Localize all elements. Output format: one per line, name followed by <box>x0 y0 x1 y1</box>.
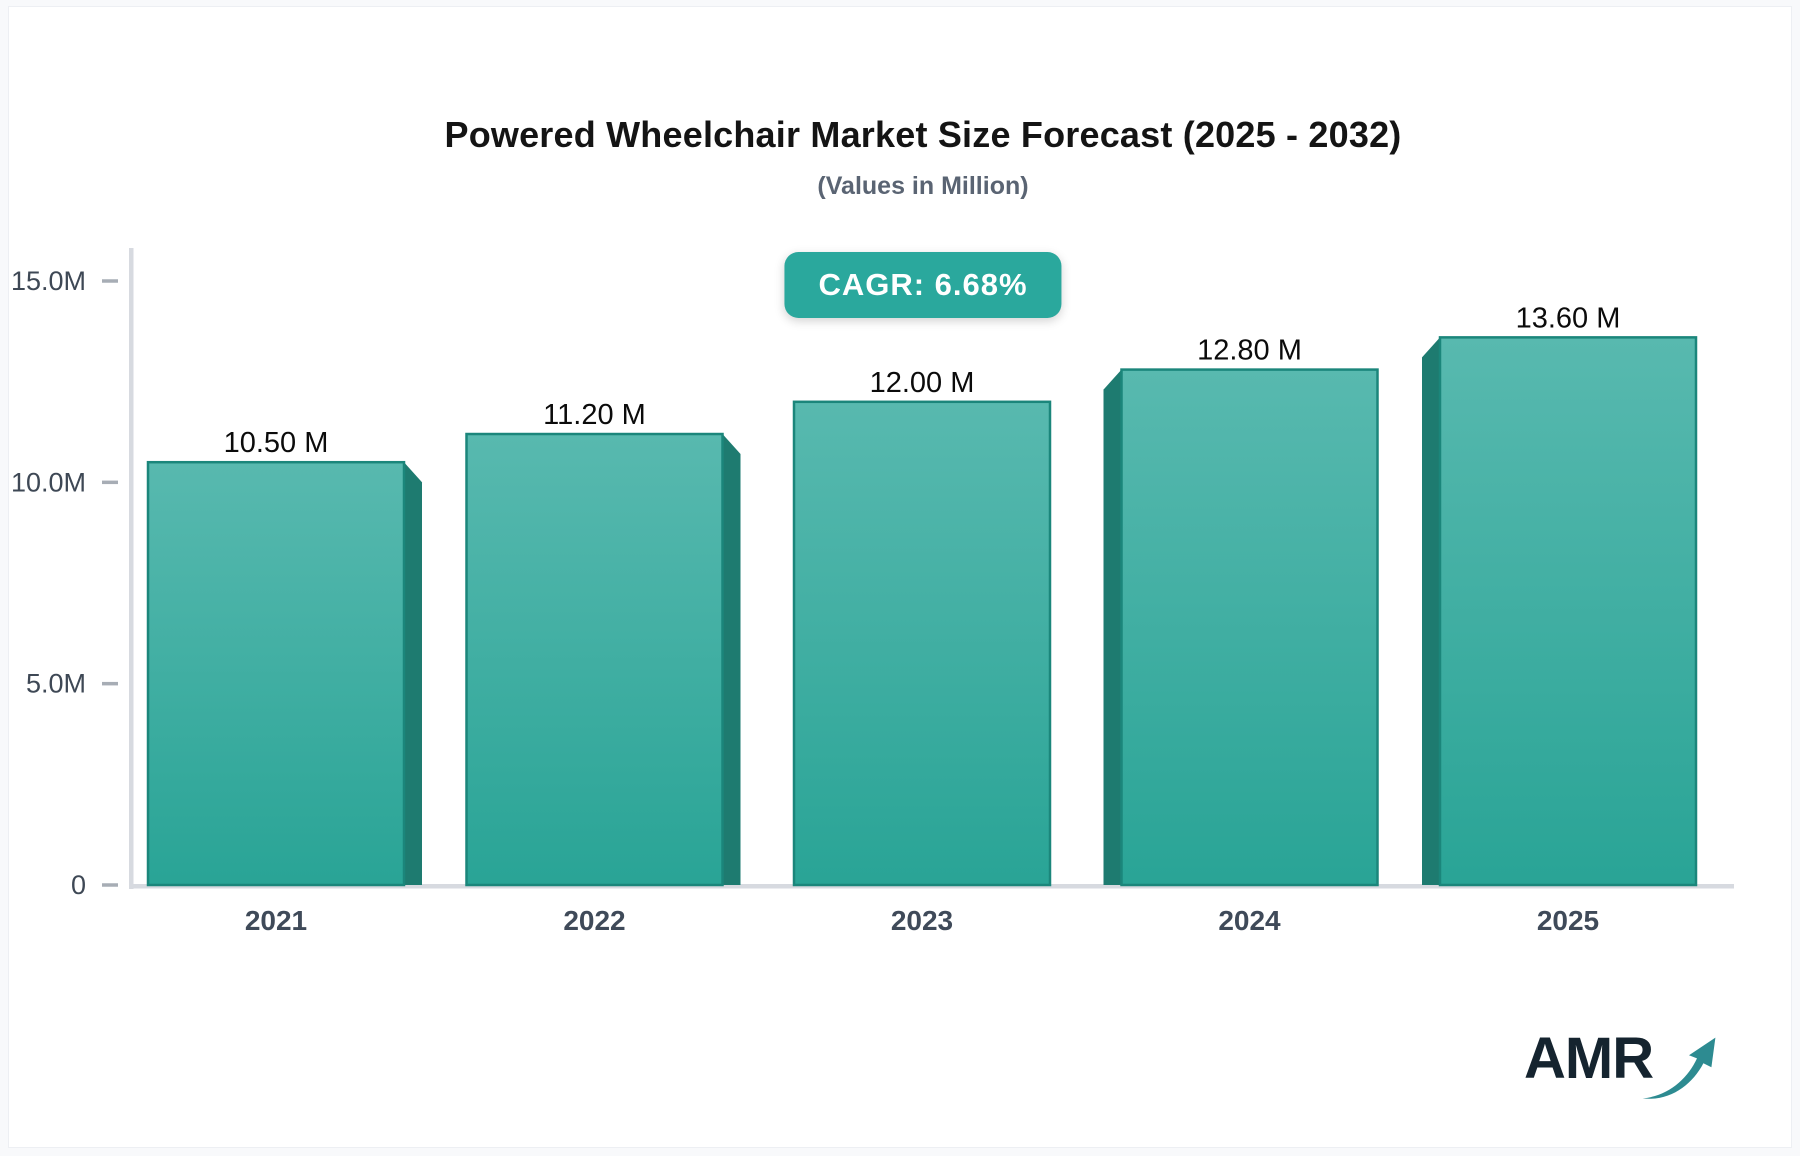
amr-logo: AMR <box>1524 1030 1764 1126</box>
bar-value-label: 12.00 M <box>870 367 975 399</box>
y-tick-label: 5.0M <box>26 669 86 699</box>
cagr-badge: CAGR: 6.68% <box>784 252 1062 318</box>
y-tick-label: 10.0M <box>11 467 86 497</box>
x-tick-label: 2023 <box>891 905 953 936</box>
logo-arrow-icon <box>1642 1037 1716 1099</box>
bar-2024 <box>1120 368 1379 887</box>
bar-side-face <box>404 462 422 885</box>
bar-value-label: 11.20 M <box>543 399 646 431</box>
y-tick-mark <box>102 883 118 887</box>
x-tick-label: 2021 <box>245 905 307 936</box>
x-tick-label: 2024 <box>1218 905 1281 936</box>
bar-value-label: 10.50 M <box>224 427 329 459</box>
amr-logo-text: AMR <box>1524 1026 1654 1091</box>
y-tick-label: 15.0M <box>11 266 86 296</box>
bar-side-face <box>1103 369 1122 885</box>
y-tick-mark <box>102 279 118 283</box>
bar-2022 <box>465 432 724 887</box>
bar-2025 <box>1438 336 1698 887</box>
bar-side-face <box>722 434 741 885</box>
y-tick-mark <box>102 681 118 686</box>
y-axis-line <box>129 248 134 889</box>
bar-value-label: 13.60 M <box>1516 302 1621 334</box>
y-tick-mark <box>102 480 118 485</box>
x-tick-label: 2025 <box>1537 905 1599 936</box>
y-tick-label: 0 <box>71 870 86 900</box>
bar-side-face <box>1422 337 1440 886</box>
bar-value-label: 12.80 M <box>1197 335 1302 367</box>
x-tick-label: 2022 <box>563 905 625 936</box>
bar-2021 <box>146 460 406 887</box>
bar-2023 <box>792 400 1052 887</box>
chart-subtitle: (Values in Million) <box>817 172 1029 200</box>
chart-title: Powered Wheelchair Market Size Forecast … <box>444 114 1402 155</box>
